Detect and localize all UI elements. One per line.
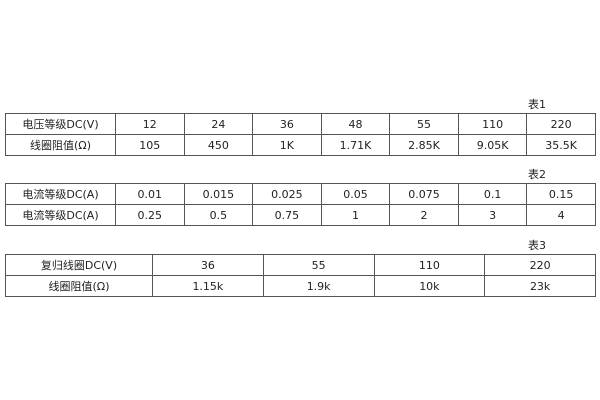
table-cell: 55 <box>389 113 459 135</box>
table-cell: 110 <box>373 254 486 276</box>
table-cell: 1K <box>252 134 322 156</box>
table-cell: 23k <box>484 275 596 297</box>
table-cell: 10k <box>373 275 486 297</box>
table-cell: 2 <box>389 204 459 226</box>
table-cell: 0.01 <box>115 183 185 205</box>
row-header-cell: 复归线圈DC(V) <box>5 254 153 276</box>
table-cell: 48 <box>320 113 391 135</box>
table-cell: 220 <box>526 113 596 135</box>
table-row: 电压等级DC(V) 12 24 36 48 55 110 220 <box>5 113 596 135</box>
table-row: 线圈阻值(Ω) 1.15k 1.9k 10k 23k <box>5 275 596 297</box>
table-cell: 1.71K <box>320 134 391 156</box>
table1-voltage-resistance: 电压等级DC(V) 12 24 36 48 55 110 220 线圈阻值(Ω) 105 450 1K… <box>5 113 596 156</box>
table-cell: 220 <box>484 254 596 276</box>
row-header-cell: 电流等级DC(A) <box>5 204 116 226</box>
table-cell: 0.75 <box>252 204 322 226</box>
table-cell: 105 <box>115 134 185 156</box>
table2-caption: 表2 <box>528 168 546 181</box>
table-cell: 9.05K <box>457 134 528 156</box>
row-header-cell: 线圈阻值(Ω) <box>5 134 116 156</box>
table-cell: 0.15 <box>526 183 596 205</box>
table-cell: 24 <box>183 113 254 135</box>
table3-reset-coil: 复归线圈DC(V) 36 55 110 220 线圈阻值(Ω) 1.15k 1.9k 10k 23… <box>5 254 596 297</box>
table-cell: 0.025 <box>252 183 322 205</box>
row-header-cell: 电流等级DC(A) <box>5 183 116 205</box>
table-cell: 55 <box>262 254 375 276</box>
table2-current-levels: 电流等级DC(A) 0.01 0.015 0.025 0.05 0.075 0.1 0.15 电… <box>5 183 596 226</box>
table-cell: 0.1 <box>457 183 528 205</box>
table-cell: 3 <box>457 204 528 226</box>
table-cell: 1.15k <box>152 275 264 297</box>
table-cell: 36 <box>152 254 264 276</box>
table-cell: 2.85K <box>389 134 459 156</box>
table-row: 复归线圈DC(V) 36 55 110 220 <box>5 254 596 276</box>
table3-caption: 表3 <box>528 239 546 252</box>
table-cell: 35.5K <box>526 134 596 156</box>
table-cell: 450 <box>183 134 254 156</box>
row-header-cell: 线圈阻值(Ω) <box>5 275 153 297</box>
table-cell: 1 <box>320 204 391 226</box>
table-cell: 0.075 <box>389 183 459 205</box>
table-cell: 0.25 <box>115 204 185 226</box>
table-cell: 0.5 <box>183 204 254 226</box>
table-cell: 110 <box>457 113 528 135</box>
table-cell: 0.05 <box>320 183 391 205</box>
table-cell: 12 <box>115 113 185 135</box>
row-header-cell: 电压等级DC(V) <box>5 113 116 135</box>
table-cell: 36 <box>252 113 322 135</box>
table-row: 电流等级DC(A) 0.01 0.015 0.025 0.05 0.075 0.1 0.15 <box>5 183 596 205</box>
table-cell: 0.015 <box>183 183 254 205</box>
table1-caption: 表1 <box>528 98 546 111</box>
table-cell: 1.9k <box>262 275 375 297</box>
table-cell: 4 <box>526 204 596 226</box>
table-row: 电流等级DC(A) 0.25 0.5 0.75 1 2 3 4 <box>5 204 596 226</box>
table-row: 线圈阻值(Ω) 105 450 1K 1.71K 2.85K 9.05K 35.5K <box>5 134 596 156</box>
